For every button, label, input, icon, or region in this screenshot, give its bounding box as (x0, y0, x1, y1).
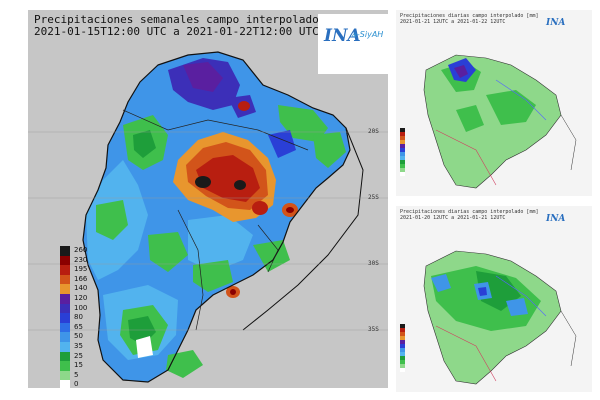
main-title-line2: 2021-01-15T12:00 UTC a 2021-01-22T12:00 … (34, 25, 319, 38)
legend-swatch (60, 322, 70, 333)
legend-swatch (60, 274, 70, 285)
legend-row: 260 (60, 246, 104, 256)
daily-map-top-legend (400, 128, 405, 176)
ina-logo: INA a-SiyAH (318, 14, 396, 74)
legend-swatch (60, 313, 70, 323)
legend-swatch (60, 255, 70, 266)
legend-row: 65 (60, 322, 104, 333)
legend-row: 15 (60, 361, 104, 371)
legend-label: 100 (74, 303, 88, 312)
legend-row: 120 (60, 293, 104, 304)
legend-swatch (60, 303, 70, 314)
legend-row: 80 (60, 313, 104, 323)
legend-label: 80 (74, 313, 83, 322)
legend-label: 50 (74, 332, 83, 341)
legend-row: 0 (60, 380, 104, 388)
legend-row: 50 (60, 332, 104, 342)
legend-swatch (60, 246, 70, 256)
legend-label: 35 (74, 341, 83, 350)
legend-swatch (60, 380, 70, 388)
legend-label: 120 (74, 293, 88, 302)
daily-map-bottom-logo: INA (546, 214, 566, 224)
legend-label: 25 (74, 351, 83, 360)
daily-map-bottom: Precipitaciones diarias campo interpolad… (396, 206, 592, 392)
main-title: Precipitaciones semanales campo interpol… (34, 14, 352, 38)
daily-map-top-title: Precipitaciones diarias campo interpolad… (400, 13, 538, 25)
legend-row: 5 (60, 370, 104, 381)
legend-swatch (60, 370, 70, 381)
daily-map-top-svg (423, 54, 577, 189)
precipitation-legend: 260 230 195 166 140 120 100 80 65 50 35 25 15 5 0 (60, 246, 104, 388)
lat-label-30s: 30S (368, 260, 379, 267)
legend-label: 260 (74, 246, 88, 254)
legend-swatch (60, 293, 70, 304)
daily-map-bottom-title-line2: 2021-01-20 12UTC a 2021-01-21 12UTC (400, 215, 506, 221)
legend-swatch (60, 341, 70, 352)
main-title-line1: Precipitaciones semanales campo interpol… (34, 13, 352, 26)
legend-label: 0 (74, 380, 79, 388)
legend-row: 166 (60, 274, 104, 285)
daily-map-top-title-line2: 2021-01-21 12UTC a 2021-01-22 12UTC (400, 19, 506, 25)
daily-map-bottom-title-line1: Precipitaciones diarias campo interpolad… (400, 209, 539, 215)
legend-row: 100 (60, 303, 104, 314)
legend-swatch (60, 351, 70, 362)
daily-map-bottom-svg (423, 250, 577, 385)
legend-swatch (60, 361, 70, 371)
legend-swatch (60, 332, 70, 342)
legend-label: 195 (74, 265, 88, 274)
legend-swatch (60, 265, 70, 275)
legend-label: 230 (74, 255, 88, 264)
logo-text: INA (324, 26, 361, 46)
legend-row: 195 (60, 265, 104, 275)
lat-label-20s: 20S (368, 128, 379, 135)
daily-map-top: Precipitaciones diarias campo interpolad… (396, 10, 592, 196)
legend-row: 25 (60, 351, 104, 362)
lat-label-25s: 25S (368, 194, 379, 201)
legend-swatch (60, 284, 70, 294)
legend-label: 140 (74, 284, 88, 293)
legend-label: 15 (74, 361, 83, 370)
lat-label-35s: 35S (368, 326, 379, 333)
legend-label: 65 (74, 322, 83, 331)
daily-map-bottom-title: Precipitaciones diarias campo interpolad… (400, 209, 538, 221)
daily-map-top-logo: INA (546, 18, 566, 28)
legend-row: 140 (60, 284, 104, 294)
legend-label: 5 (74, 370, 79, 379)
legend-label: 166 (74, 274, 88, 283)
logo-subtext: a-SiyAH (352, 30, 384, 39)
main-map-svg (28, 51, 388, 383)
daily-map-bottom-legend (400, 324, 405, 372)
daily-map-top-title-line1: Precipitaciones diarias campo interpolad… (400, 13, 539, 19)
legend-row: 230 (60, 255, 104, 266)
legend-row: 35 (60, 341, 104, 352)
